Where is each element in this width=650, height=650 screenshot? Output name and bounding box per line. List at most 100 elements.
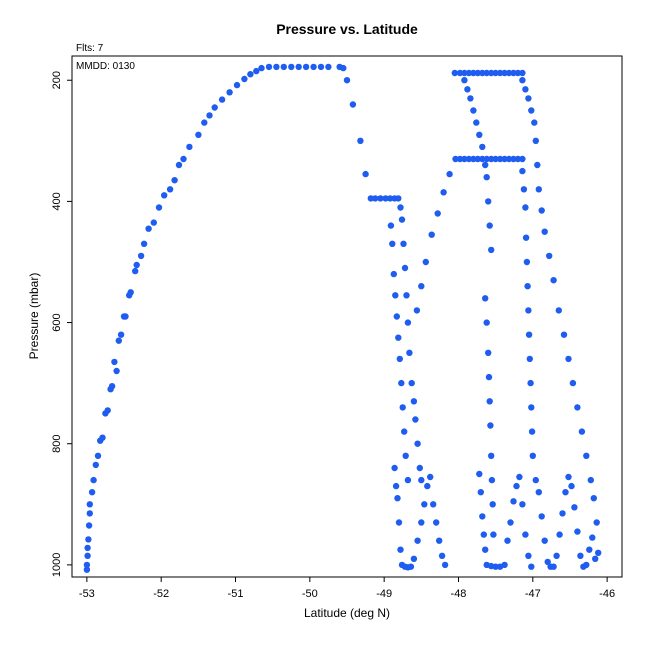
data-point — [474, 155, 481, 163]
data-point — [470, 69, 477, 77]
data-point — [522, 234, 530, 241]
x-axis: -53 -52 -51 -50 -49 -48 -47 -46 — [79, 577, 615, 600]
data-point — [465, 69, 473, 77]
data-point — [465, 155, 473, 163]
data-point — [427, 473, 434, 481]
data-point — [389, 240, 396, 247]
data-point — [393, 313, 400, 320]
data-point — [526, 355, 533, 363]
data-point — [407, 563, 415, 570]
flights-annotation: Flts: 7 — [76, 43, 104, 54]
data-point — [528, 404, 535, 411]
data-point — [241, 75, 248, 83]
data-point — [490, 531, 497, 538]
data-point — [386, 195, 394, 202]
data-point — [583, 452, 590, 459]
data-point — [464, 86, 471, 93]
data-point — [372, 195, 379, 202]
data-point — [519, 69, 526, 77]
data-point — [397, 546, 404, 553]
data-point — [421, 501, 428, 508]
data-point — [83, 566, 91, 573]
data-point — [430, 501, 437, 508]
data-point — [483, 319, 490, 326]
data-point — [571, 504, 578, 511]
data-point — [414, 537, 421, 544]
data-point — [84, 552, 91, 559]
data-point — [122, 313, 129, 320]
data-point — [186, 143, 193, 151]
data-point — [434, 210, 441, 217]
data-point — [404, 476, 412, 484]
data-point — [501, 155, 508, 163]
data-point — [456, 69, 464, 77]
data-point — [392, 482, 400, 490]
data-point — [528, 428, 536, 435]
data-point — [413, 307, 421, 314]
data-point — [404, 319, 412, 326]
data-point — [514, 155, 522, 163]
data-point — [446, 170, 453, 178]
data-point — [362, 170, 369, 178]
data-point — [206, 112, 213, 119]
data-point — [436, 537, 443, 544]
data-point — [529, 452, 536, 459]
data-point — [589, 534, 596, 541]
data-point — [486, 222, 493, 229]
data-point — [394, 495, 401, 502]
data-point — [133, 261, 140, 269]
data-point — [510, 155, 517, 163]
data-point — [479, 69, 486, 77]
data-point — [578, 428, 586, 435]
data-point — [175, 161, 183, 169]
data-point — [84, 544, 91, 552]
data-point — [488, 452, 495, 459]
data-point — [86, 510, 94, 517]
data-point — [522, 531, 529, 538]
data-point — [424, 482, 431, 490]
data-point — [226, 89, 233, 96]
data-point — [507, 519, 514, 526]
data-point — [568, 482, 575, 490]
data-point — [340, 64, 347, 72]
data-point — [485, 349, 492, 356]
data-point — [486, 398, 493, 405]
data-point — [519, 77, 526, 84]
data-point — [171, 177, 178, 184]
data-point — [532, 476, 539, 484]
data-point — [108, 383, 116, 390]
data-point — [433, 519, 440, 526]
data-point — [180, 155, 187, 163]
data-point — [496, 69, 504, 77]
data-point — [505, 69, 513, 77]
data-point — [523, 258, 531, 266]
data-point — [398, 379, 405, 387]
data-point — [440, 189, 447, 196]
data-point — [520, 186, 528, 193]
data-point — [519, 501, 526, 508]
data-point — [488, 155, 495, 163]
data-point — [145, 225, 152, 232]
data-point — [280, 63, 287, 71]
data-point — [528, 563, 535, 570]
data-point — [574, 404, 581, 411]
data-point — [485, 373, 493, 381]
data-point — [535, 186, 542, 193]
data-point — [86, 501, 94, 508]
data-point — [400, 240, 407, 247]
data-point — [253, 67, 260, 75]
x-tick-label: -53 — [79, 588, 95, 600]
data-point — [592, 555, 599, 562]
data-point — [161, 192, 168, 199]
y-tick-label: 400 — [51, 192, 63, 210]
data-point — [115, 337, 123, 344]
data-point — [83, 561, 91, 569]
data-point — [428, 231, 435, 238]
data-point — [288, 63, 295, 71]
y-tick-label: 1000 — [51, 553, 63, 577]
data-point — [538, 513, 545, 520]
data-point — [410, 398, 418, 405]
data-point — [418, 519, 425, 526]
data-point — [218, 96, 226, 103]
